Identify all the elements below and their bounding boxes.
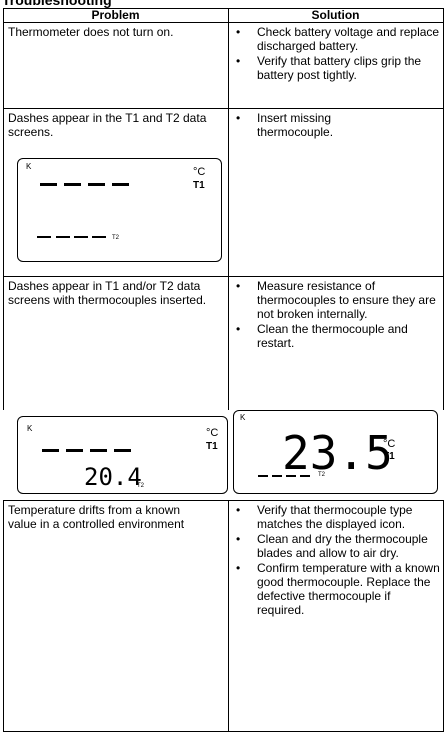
lcd-label: T2	[112, 235, 119, 241]
solution-item: • Clean and dry the thermocouple blades a…	[236, 532, 441, 560]
dash	[114, 449, 131, 452]
problem: Dashes appear in the T1 and T2 data scre…	[8, 111, 223, 139]
bullet: •	[236, 279, 240, 293]
solution: Clean and dry the thermocouple blades an…	[257, 532, 428, 560]
solution-item: • Verify that battery clips grip the batt…	[236, 54, 441, 82]
solution: Check battery voltage and replace discha…	[257, 25, 439, 53]
rule	[3, 276, 444, 277]
page: Troubleshooting Problem Solution Thermom…	[0, 0, 448, 732]
bullet: •	[236, 54, 240, 68]
solution: Insert missing thermocouple.	[257, 111, 333, 139]
bullet: •	[236, 111, 240, 125]
lcd-label: T1	[206, 441, 218, 452]
column-header: Solution	[228, 8, 443, 22]
bullet: •	[236, 532, 240, 546]
dash	[66, 449, 83, 452]
problem: Thermometer does not turn on.	[8, 25, 213, 39]
problem: Dashes appear in T1 and/or T2 data scree…	[8, 279, 223, 307]
dash	[64, 183, 81, 186]
dash	[90, 449, 107, 452]
solution: Confirm temperature with a known good th…	[257, 561, 440, 617]
solution-item: • Confirm temperature with a known good t…	[236, 561, 441, 617]
rule	[3, 108, 444, 109]
lcd-label: °C	[206, 427, 218, 439]
lcd-label: T1	[383, 451, 395, 462]
rule	[228, 500, 229, 732]
rule	[3, 500, 4, 732]
rule	[3, 8, 4, 410]
dash	[56, 236, 70, 238]
problem: Temperature drifts from a known value in…	[8, 503, 203, 531]
bullet: •	[236, 503, 240, 517]
lcd-label: K	[27, 424, 32, 433]
rule	[228, 8, 229, 410]
dash	[74, 236, 88, 238]
rule	[443, 8, 444, 410]
solution: Verify that thermocouple type matches th…	[257, 503, 412, 531]
lcd-label: T2	[318, 472, 325, 478]
bullet: •	[236, 561, 240, 575]
solution: Verify that battery clips grip the batte…	[257, 54, 421, 82]
lcd-reading: 20.4	[84, 464, 142, 490]
bullet: •	[236, 322, 240, 336]
dash	[37, 236, 51, 238]
solution-item: • Verify that thermocouple type matches t…	[236, 503, 441, 531]
bullet: •	[236, 25, 240, 39]
lcd-label: K	[26, 162, 31, 171]
lcd-label: T2	[137, 483, 144, 489]
dash	[88, 183, 105, 186]
dash	[112, 183, 129, 186]
lcd-label: K	[240, 413, 245, 422]
solution: Clean the thermocouple and restart.	[257, 322, 408, 350]
lcd-label: °C	[383, 438, 395, 450]
solution-item: • Clean the thermocouple and restart.	[236, 322, 441, 350]
dash	[40, 183, 57, 186]
solution-item: • Check battery voltage and replace disch…	[236, 25, 441, 53]
lcd-reading: 23.5	[282, 428, 393, 478]
dash	[300, 475, 310, 477]
dash	[42, 449, 59, 452]
solution: Measure resistance of thermocouples to e…	[257, 279, 436, 321]
lcd-label: °C	[193, 166, 205, 178]
rule	[3, 22, 444, 23]
rule	[3, 500, 444, 501]
lcd-label: T1	[193, 180, 205, 191]
dash	[272, 475, 282, 477]
dash	[286, 475, 296, 477]
dash	[92, 236, 106, 238]
title: Troubleshooting	[2, 0, 112, 8]
solution-item: • Insert missing thermocouple.	[236, 111, 386, 139]
column-header: Problem	[3, 8, 228, 22]
rule	[443, 500, 444, 732]
lcd-display	[17, 158, 222, 262]
solution-item: • Measure resistance of thermocouples to …	[236, 279, 441, 321]
dash	[258, 475, 268, 477]
